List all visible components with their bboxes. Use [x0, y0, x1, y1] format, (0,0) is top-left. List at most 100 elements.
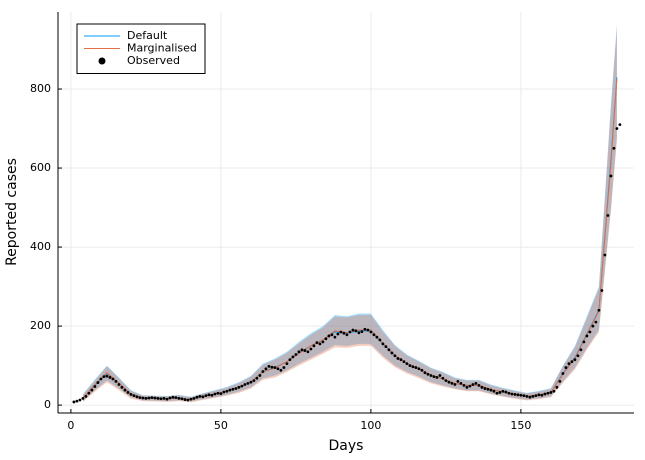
legend-swatch	[98, 57, 106, 65]
observed-point	[414, 366, 418, 369]
observed-point	[102, 375, 106, 379]
observed-point	[354, 329, 358, 333]
observed-point	[333, 335, 337, 339]
observed-point	[93, 385, 97, 388]
observed-point	[423, 371, 427, 375]
observed-point	[267, 364, 271, 368]
observed-point	[600, 289, 604, 292]
observed-point	[573, 358, 577, 362]
observed-point	[549, 391, 553, 394]
observed-point	[537, 393, 541, 397]
observed-point	[480, 385, 484, 389]
observed-point	[348, 330, 352, 334]
observed-point	[603, 253, 607, 257]
observed-point	[261, 370, 265, 373]
observed-point	[594, 320, 598, 324]
observed-point	[159, 397, 163, 401]
observed-point	[99, 377, 103, 381]
observed-point	[432, 375, 436, 379]
observed-point	[612, 146, 616, 150]
observed-point	[84, 395, 88, 398]
observed-point	[213, 392, 217, 396]
observed-point	[258, 374, 262, 377]
observed-point	[510, 392, 514, 396]
observed-point	[144, 396, 148, 400]
observed-point	[315, 341, 319, 345]
observed-point	[609, 174, 613, 178]
observed-point	[270, 365, 274, 369]
observed-point	[336, 332, 340, 336]
observed-point	[402, 360, 406, 364]
observed-point	[327, 334, 331, 338]
observed-point	[417, 367, 421, 371]
observed-point	[297, 350, 301, 354]
observed-point	[312, 344, 316, 348]
observed-point	[171, 395, 175, 399]
observed-point	[225, 389, 229, 393]
observed-point	[486, 387, 490, 391]
observed-point	[195, 395, 199, 399]
observed-point	[90, 388, 94, 392]
observed-point	[477, 383, 481, 387]
observed-point	[456, 379, 460, 383]
observed-point	[150, 396, 154, 399]
observed-point	[408, 364, 412, 367]
observed-point	[579, 348, 583, 352]
x-tick-label: 100	[360, 419, 381, 432]
observed-point	[105, 374, 109, 378]
observed-point	[72, 400, 76, 404]
observed-point	[252, 379, 256, 383]
observed-point	[111, 377, 115, 381]
observed-point	[384, 345, 388, 349]
observed-point	[492, 389, 496, 393]
observed-point	[462, 383, 466, 387]
observed-point	[441, 376, 445, 380]
y-tick-label: 0	[44, 398, 51, 411]
observed-point	[114, 379, 118, 383]
observed-point	[201, 395, 205, 399]
observed-point	[228, 388, 232, 392]
observed-point	[87, 391, 91, 395]
observed-point	[282, 366, 286, 369]
band	[82, 27, 617, 403]
observed-point	[516, 393, 520, 397]
observed-point	[471, 383, 475, 386]
observed-point	[222, 390, 226, 394]
observed-point	[342, 331, 346, 335]
observed-point	[108, 376, 112, 379]
observed-point	[615, 127, 619, 130]
observed-point	[186, 398, 190, 402]
observed-point	[153, 396, 157, 400]
observed-point	[570, 360, 574, 364]
observed-point	[192, 396, 196, 400]
observed-point	[369, 330, 373, 334]
observed-point	[552, 389, 556, 393]
x-axis-label: Days	[329, 438, 364, 454]
observed-point	[522, 394, 526, 398]
observed-point	[303, 349, 307, 352]
observed-point	[120, 385, 124, 389]
observed-point	[582, 340, 586, 344]
observed-point	[474, 381, 478, 385]
legend-label: Marginalised	[127, 42, 197, 55]
observed-point	[246, 381, 250, 385]
observed-point	[561, 372, 565, 375]
observed-point	[372, 333, 376, 337]
band	[82, 23, 617, 402]
observed-point	[585, 334, 589, 338]
observed-point	[531, 395, 535, 398]
observed-point	[597, 308, 601, 312]
observed-point	[435, 376, 439, 379]
observed-point	[174, 396, 178, 399]
observed-point	[207, 393, 211, 397]
observed-point	[177, 396, 181, 400]
observed-point	[237, 385, 241, 389]
observed-point	[429, 374, 433, 377]
observed-point	[300, 348, 304, 352]
observed-point	[132, 394, 136, 398]
observed-point	[126, 391, 130, 394]
observed-point	[420, 368, 424, 372]
observed-point	[168, 396, 172, 400]
observed-point	[255, 376, 259, 380]
